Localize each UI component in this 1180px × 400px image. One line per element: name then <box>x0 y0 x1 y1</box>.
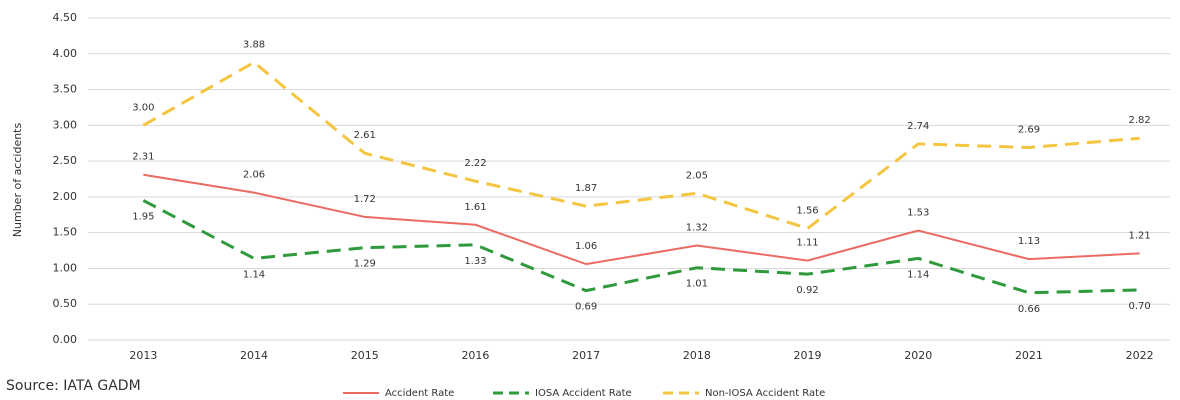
data-label: 1.72 <box>354 194 376 205</box>
data-label: 1.21 <box>1129 230 1151 241</box>
data-label: 1.32 <box>686 223 708 234</box>
data-label: 1.01 <box>686 279 708 290</box>
y-tick-label: 0.50 <box>53 297 78 310</box>
x-tick-label: 2018 <box>683 349 711 362</box>
series-line <box>142 199 1140 295</box>
data-label: 2.61 <box>354 130 376 141</box>
data-label: 2.69 <box>1018 125 1040 136</box>
data-label: 3.00 <box>132 102 154 113</box>
x-tick-label: 2021 <box>1015 349 1043 362</box>
x-tick-label: 2019 <box>794 349 822 362</box>
y-tick-label: 3.00 <box>53 118 78 131</box>
data-label: 2.74 <box>907 121 929 132</box>
x-tick-label: 2015 <box>351 349 379 362</box>
y-tick-label: 2.00 <box>53 190 78 203</box>
y-tick-label: 4.50 <box>53 11 78 24</box>
data-label: 2.22 <box>464 158 486 169</box>
y-tick-label: 1.50 <box>53 226 78 239</box>
data-label: 1.11 <box>796 238 818 249</box>
y-tick-label: 4.00 <box>53 47 78 60</box>
data-label: 2.06 <box>243 170 265 181</box>
x-tick-label: 2014 <box>240 349 268 362</box>
legend-label: IOSA Accident Rate <box>535 388 632 399</box>
data-label: 1.06 <box>575 241 597 252</box>
source: Source: IATA GADM <box>6 378 141 394</box>
data-label: 0.66 <box>1018 304 1040 315</box>
data-label: 0.69 <box>575 302 597 313</box>
data-label: 1.95 <box>132 211 154 222</box>
data-label: 1.61 <box>464 202 486 213</box>
x-tick-label: 2013 <box>129 349 157 362</box>
data-label: 0.92 <box>796 285 818 296</box>
x-tick-label: 2016 <box>461 349 489 362</box>
data-label: 1.33 <box>464 256 486 267</box>
data-label: 1.13 <box>1018 236 1040 247</box>
series-line <box>142 60 1140 231</box>
data-label: 0.70 <box>1129 301 1151 312</box>
y-tick-label: 1.00 <box>53 261 78 274</box>
data-label: 2.31 <box>132 152 154 163</box>
data-label: 2.05 <box>686 170 708 181</box>
legend-label: Accident Rate <box>385 388 454 399</box>
data-label: 2.82 <box>1129 115 1151 126</box>
y-tick-label: 2.50 <box>53 154 78 167</box>
data-label: 1.53 <box>907 208 929 219</box>
data-label: 1.14 <box>243 269 265 280</box>
y-tick-label: 0.00 <box>53 333 78 346</box>
data-label: 1.14 <box>907 269 929 280</box>
legend-label: Non-IOSA Accident Rate <box>705 388 825 399</box>
series-line <box>143 173 1140 266</box>
data-label: 1.29 <box>354 259 376 270</box>
data-label: 3.88 <box>243 39 265 50</box>
x-tick-label: 2017 <box>572 349 600 362</box>
data-label: 1.56 <box>796 205 818 216</box>
data-label: 1.87 <box>575 183 597 194</box>
x-tick-label: 2022 <box>1126 349 1154 362</box>
y-tick-label: 3.50 <box>53 83 78 96</box>
x-tick-label: 2020 <box>904 349 932 362</box>
y-axis-label: Number of accidents <box>11 123 24 238</box>
